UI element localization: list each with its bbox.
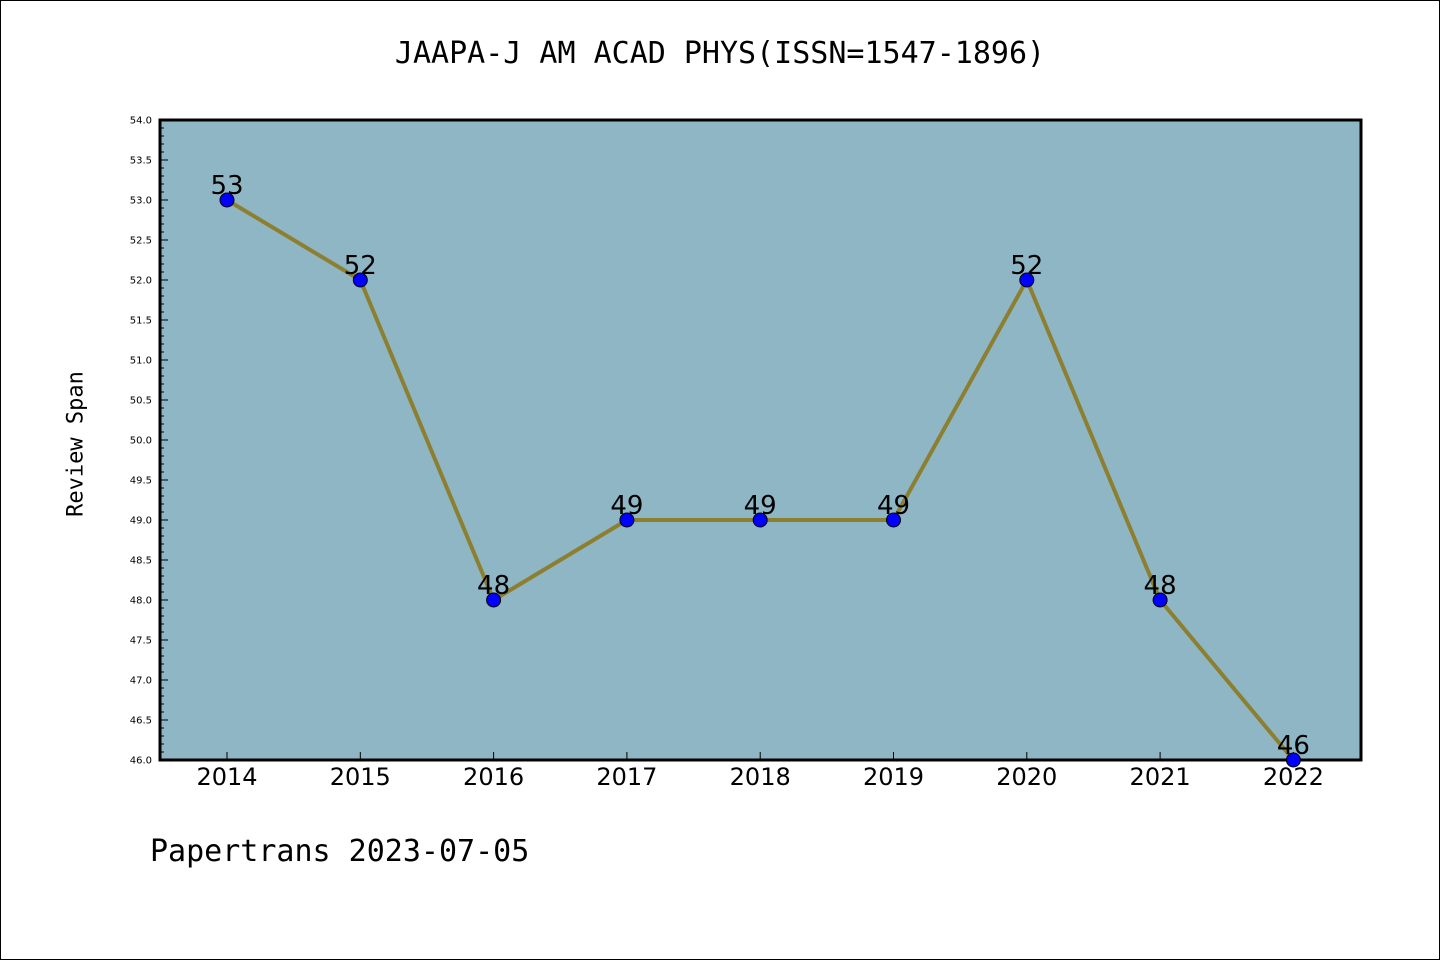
data-label: 52 (344, 251, 377, 281)
y-tick-label: 50.5 (130, 396, 152, 407)
y-tick-label: 52.5 (130, 236, 152, 247)
x-tick-label: 2016 (463, 763, 524, 791)
data-point (886, 512, 901, 528)
data-point (752, 512, 768, 528)
x-tick-label: 2018 (730, 763, 791, 791)
x-tick-label: 2019 (863, 763, 924, 791)
y-tick-label: 54.0 (130, 116, 152, 127)
x-tick-label: 2014 (196, 763, 257, 791)
data-label: 49 (610, 491, 643, 521)
y-tick-label: 49.5 (130, 476, 152, 487)
y-tick-label: 46.0 (130, 756, 152, 767)
data-point (352, 272, 368, 288)
y-tick-label: 47.5 (130, 636, 152, 647)
y-tick-label: 49.0 (130, 516, 152, 527)
x-axis: 2014 2015 2016 2017 2018 2019 2020 2021 2022 (196, 752, 1324, 791)
y-axis: 46.0 46.5 47.0 47.5 48.0 48.5 49.0 49.5 50.0 50.5… (130, 116, 168, 767)
data-point (1152, 592, 1168, 608)
y-tick-label: 50.0 (130, 436, 152, 447)
x-tick-label: 2021 (1130, 763, 1191, 791)
y-tick-label: 51.5 (130, 316, 152, 327)
x-tick-label: 2017 (596, 763, 657, 791)
data-point (619, 512, 635, 528)
y-tick-label: 46.5 (130, 716, 152, 727)
series-layer: 53 52 48 49 49 49 52 48 46 (210, 171, 1310, 768)
data-label: 53 (210, 171, 243, 201)
data-point (486, 592, 502, 608)
data-label: 48 (477, 571, 510, 601)
y-tick-label: 48.5 (130, 556, 152, 567)
data-label: 49 (877, 491, 910, 521)
data-label: 49 (744, 491, 777, 521)
chart-title: JAAPA-J AM ACAD PHYS(ISSN=1547-1896) (394, 36, 1046, 71)
data-point (1285, 752, 1301, 768)
data-label: 46 (1277, 731, 1310, 761)
x-tick-label: 2015 (330, 763, 391, 791)
y-tick-label: 51.0 (130, 356, 152, 367)
plot-area (158, 118, 1363, 762)
y-tick-label: 48.0 (130, 596, 152, 607)
y-tick-label: 53.5 (130, 156, 152, 167)
y-tick-label: 47.0 (130, 676, 152, 687)
y-tick-label: 52.0 (130, 276, 152, 287)
x-tick-label: 2022 (1263, 763, 1324, 791)
y-tick-label: 53.0 (130, 196, 152, 207)
data-label: 52 (1010, 251, 1043, 281)
x-tick-label: 2020 (996, 763, 1057, 791)
data-label: 48 (1144, 571, 1177, 601)
data-point (219, 192, 235, 208)
footer-text: Papertrans 2023-07-05 (150, 834, 530, 869)
data-point (1019, 272, 1035, 288)
